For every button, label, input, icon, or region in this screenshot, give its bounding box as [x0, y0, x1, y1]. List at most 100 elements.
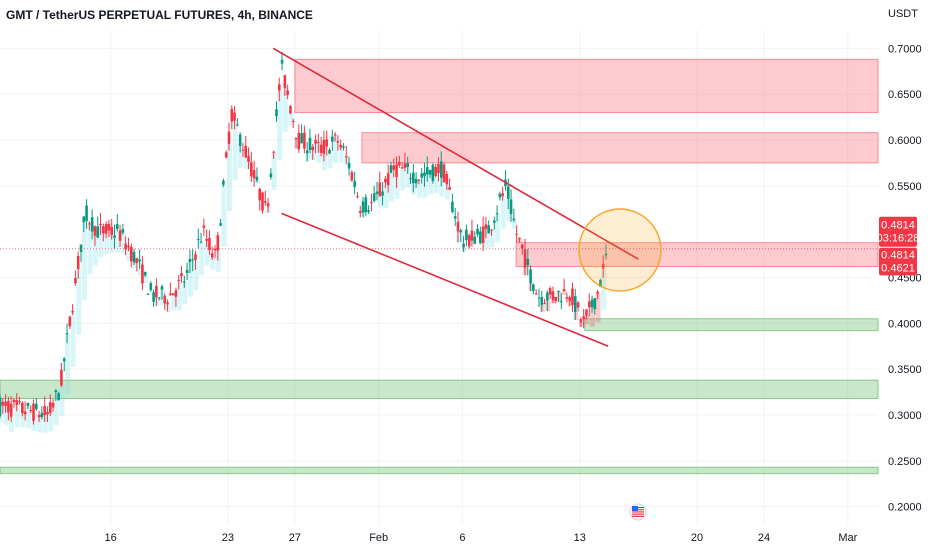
- candle-body: [69, 316, 72, 326]
- candle-body: [409, 178, 412, 179]
- candle-body: [429, 170, 432, 175]
- candle-body: [499, 194, 502, 198]
- candle-body: [284, 75, 287, 88]
- x-tick-label: 13: [574, 532, 586, 544]
- candle-body: [401, 167, 404, 168]
- band-segment: [199, 242, 204, 275]
- band-segment: [434, 176, 439, 193]
- candle-body: [535, 294, 538, 295]
- candle-body: [468, 235, 471, 246]
- candle-body: [568, 297, 571, 300]
- x-tick-label: 20: [691, 532, 703, 544]
- candle: [504, 170, 507, 190]
- candle: [150, 281, 153, 291]
- candle-body: [88, 223, 91, 224]
- supply-zone: [516, 243, 878, 267]
- candle-body: [479, 232, 482, 243]
- candle-body: [32, 404, 35, 421]
- candle-body: [412, 173, 415, 183]
- candle: [487, 220, 490, 233]
- supply-zone: [295, 59, 878, 112]
- candle-body: [55, 390, 58, 392]
- candle-body: [359, 211, 362, 213]
- flag-stripe: [632, 516, 644, 517]
- candle-body: [585, 309, 588, 315]
- candle-body: [373, 193, 376, 201]
- candle-body: [4, 402, 7, 406]
- candle-body: [370, 202, 373, 203]
- candle-body: [367, 210, 370, 212]
- demand-zone: [0, 380, 878, 398]
- candle-body: [437, 164, 440, 173]
- candle: [454, 208, 457, 226]
- candle: [538, 289, 541, 307]
- candle-body: [180, 273, 183, 276]
- y-tick-label: 0.2500: [888, 456, 922, 468]
- candle-body: [566, 297, 569, 299]
- candle-body: [406, 163, 409, 167]
- band-segment: [87, 224, 92, 274]
- candle: [473, 231, 476, 244]
- candle-body: [99, 224, 102, 225]
- candle-body: [582, 316, 585, 319]
- candle-body: [515, 234, 518, 235]
- candle: [264, 191, 267, 206]
- candle-body: [420, 173, 423, 177]
- candle-body: [459, 230, 462, 232]
- candle: [471, 220, 474, 247]
- candle-body: [303, 133, 306, 149]
- candle-body: [60, 370, 63, 386]
- candle: [180, 266, 183, 283]
- candle-body: [423, 173, 426, 177]
- candle-body: [571, 288, 574, 304]
- supply-zone: [362, 133, 878, 163]
- x-tick-label: 27: [289, 532, 301, 544]
- candle-body: [392, 165, 395, 169]
- candle-body: [113, 235, 116, 237]
- candle-body: [194, 254, 197, 260]
- candle-body: [230, 109, 233, 122]
- candle-body: [540, 297, 543, 305]
- candle-body: [286, 91, 289, 95]
- candle-body: [244, 146, 247, 158]
- flag-canton: [632, 506, 638, 511]
- candle-body: [493, 221, 496, 223]
- candle: [432, 163, 435, 183]
- candle-body: [155, 286, 158, 298]
- candle-body: [236, 125, 239, 126]
- y-tick-label: 0.3500: [888, 364, 922, 376]
- candle: [200, 233, 203, 244]
- candle-body: [225, 152, 228, 157]
- candle-body: [418, 180, 421, 181]
- candle-body: [15, 400, 18, 405]
- candle-body: [527, 259, 530, 265]
- candle: [300, 124, 303, 143]
- candle-body: [289, 106, 292, 114]
- candle-body: [384, 179, 387, 183]
- candle-body: [524, 249, 527, 267]
- candle-body: [158, 298, 161, 299]
- candle-body: [588, 301, 591, 307]
- candle-body: [189, 259, 192, 262]
- candle-body: [10, 404, 13, 417]
- unit-label: USDT: [888, 8, 918, 20]
- price-badge-label: 0.4621: [881, 262, 915, 274]
- candle: [571, 283, 574, 312]
- candle-body: [272, 152, 275, 153]
- candle-body: [362, 201, 365, 212]
- candle: [401, 162, 404, 168]
- candle-body: [163, 296, 166, 304]
- candle-body: [242, 150, 245, 151]
- candle-body: [150, 283, 153, 290]
- chart-title: GMT / TetherUS PERPETUAL FUTURES, 4h, BI…: [6, 8, 313, 22]
- candle-body: [82, 216, 85, 222]
- candle-body: [574, 296, 577, 312]
- us-flag-icon[interactable]: [630, 504, 646, 520]
- price-badge: 0.4621: [879, 260, 917, 275]
- candle-body: [177, 280, 180, 281]
- candle: [535, 289, 538, 295]
- band-segment: [328, 154, 333, 169]
- y-tick-label: 0.6500: [888, 89, 922, 101]
